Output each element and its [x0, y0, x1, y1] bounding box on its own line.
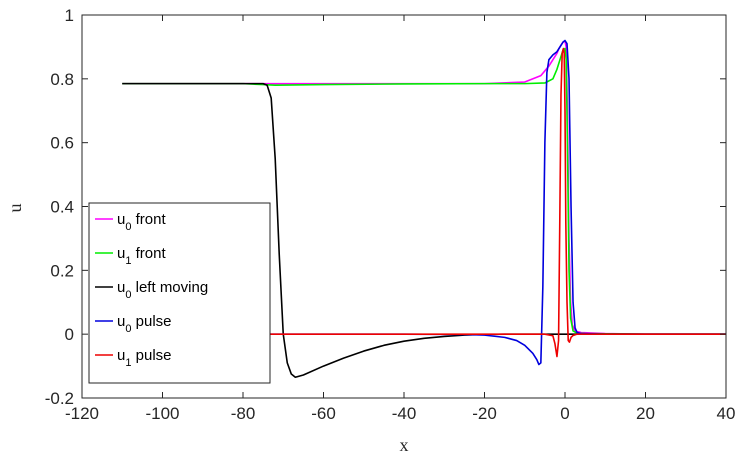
legend-entry-label: u1 front — [117, 245, 166, 267]
y-axis-label: u — [5, 204, 25, 213]
y-tick-label: 1 — [65, 6, 74, 25]
y-tick-label: -0.2 — [45, 389, 74, 408]
axes-layer: -120 -100 -80 -60 -40 -20 0 20 40 -0.2 0 0.2 0.4 0.6 0… — [45, 6, 736, 423]
x-axis-label: x — [400, 435, 409, 455]
legend-entry-label: u0 pulse — [117, 313, 172, 335]
y-tick-label: 0.4 — [50, 198, 74, 217]
x-tick-label: -20 — [472, 404, 497, 423]
y-tick-label: 0.6 — [50, 134, 74, 153]
y-tick-label: 0 — [65, 325, 74, 344]
x-tick-label: 40 — [717, 404, 736, 423]
x-tick-label: 0 — [560, 404, 569, 423]
legend-entry-label: u1 pulse — [117, 347, 172, 369]
series-line-3 — [263, 39, 726, 366]
legend-box — [88, 202, 271, 384]
legend: u0 front u1 front u0 left moving u0 pulse u1… — [88, 202, 271, 384]
series-line-4 — [263, 47, 726, 358]
x-tick-label: 20 — [636, 404, 655, 423]
x-tick-label: -80 — [231, 404, 256, 423]
x-tick-label: -60 — [311, 404, 336, 423]
legend-entry-label: u0 front — [117, 211, 166, 233]
legend-entry-label: u0 left moving — [117, 279, 208, 301]
y-tick-label: 0.8 — [50, 70, 74, 89]
x-tick-label: -40 — [392, 404, 417, 423]
series-layer — [122, 39, 726, 379]
x-tick-label: -100 — [145, 404, 179, 423]
y-tick-label: 0.2 — [50, 261, 74, 280]
x-tick-label: -120 — [65, 404, 99, 423]
